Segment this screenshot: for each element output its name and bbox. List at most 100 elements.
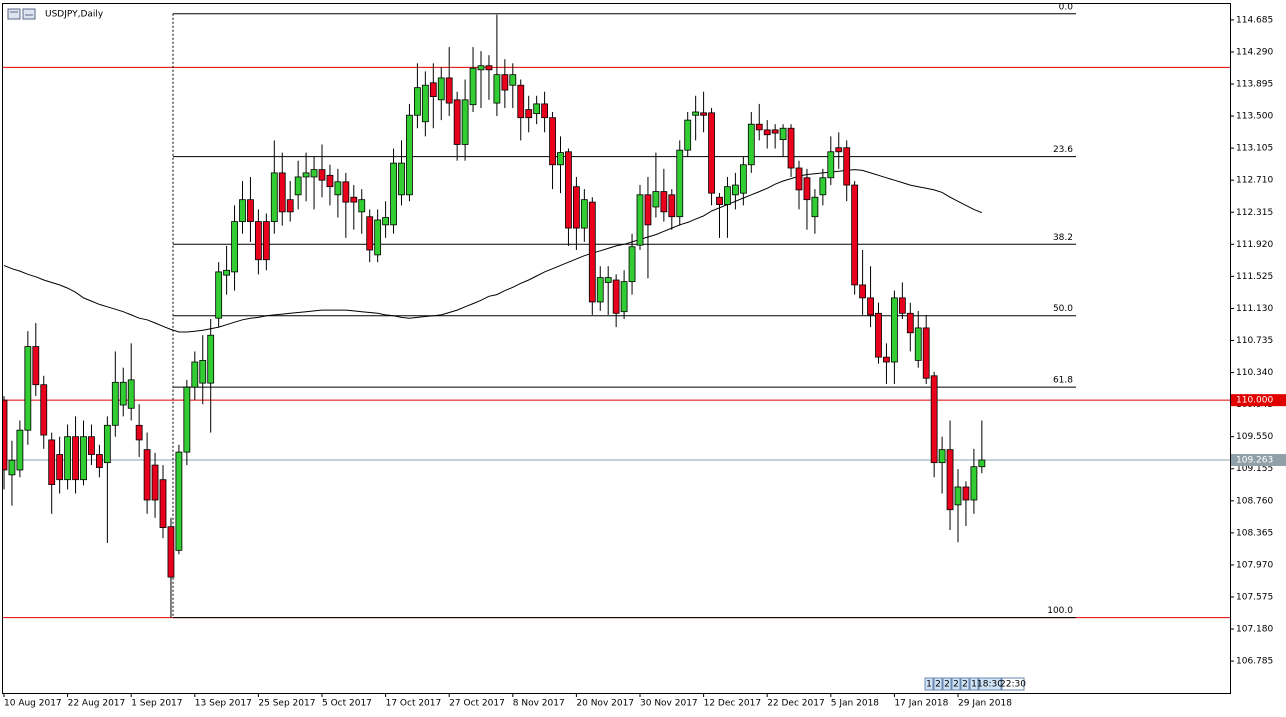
candle-body xyxy=(588,201,596,303)
candle-body xyxy=(310,169,318,178)
y-tick-label: 113.105 xyxy=(1236,144,1273,154)
candle-body xyxy=(406,114,413,196)
candle-body xyxy=(930,375,938,464)
candle-body xyxy=(175,451,183,551)
candle-body xyxy=(80,436,87,481)
candle-body xyxy=(223,269,231,276)
candle-body xyxy=(970,466,978,501)
candle-body xyxy=(445,77,453,104)
y-tick-label: 110.340 xyxy=(1236,368,1273,378)
candle-body xyxy=(660,191,668,213)
y-tick-label: 107.575 xyxy=(1236,592,1273,602)
candle-body xyxy=(779,127,787,141)
status-box xyxy=(1001,677,1025,691)
candle-body xyxy=(111,381,119,426)
x-tick-label: 10 Aug 2017 xyxy=(4,699,62,709)
candle-body xyxy=(358,199,366,213)
candle-body xyxy=(891,297,898,363)
candle-body xyxy=(437,77,445,101)
candle-body xyxy=(676,149,684,218)
x-tick-label: 20 Nov 2017 xyxy=(576,699,634,709)
candle-body xyxy=(127,379,135,409)
candle-body xyxy=(318,169,326,181)
y-tick-label: 109.155 xyxy=(1236,464,1273,474)
candle-body xyxy=(350,196,358,203)
candle-body xyxy=(859,284,866,299)
candle-body xyxy=(342,181,350,203)
candle-body xyxy=(183,386,191,453)
fibonacci-label: 61.8 xyxy=(1053,376,1073,386)
candle-body xyxy=(739,164,747,194)
price-tag xyxy=(1231,453,1286,466)
candle-body xyxy=(262,221,270,261)
candle-body xyxy=(708,112,715,194)
status-box xyxy=(969,677,979,691)
candle-body xyxy=(135,424,143,441)
moving-average xyxy=(3,169,983,333)
candle-body xyxy=(421,84,429,123)
candle-body xyxy=(334,181,342,196)
status-box xyxy=(942,677,952,691)
chart-title: USDJPY,Daily xyxy=(45,10,104,20)
candle-body xyxy=(48,439,56,485)
candle-body xyxy=(644,194,652,226)
candle-body xyxy=(620,281,628,313)
status-label: 2 xyxy=(944,680,950,690)
candle-body xyxy=(390,162,397,226)
y-tick-label: 110.735 xyxy=(1236,336,1273,346)
candle-body xyxy=(16,429,24,471)
y-tick-label: 111.920 xyxy=(1236,240,1273,250)
candle-body xyxy=(938,449,946,464)
plot-frame xyxy=(2,3,1231,694)
x-tick-label: 25 Sep 2017 xyxy=(258,699,315,709)
candle-body xyxy=(596,277,604,303)
y-tick-label: 109.550 xyxy=(1236,432,1273,442)
status-label: 18:30 xyxy=(977,680,1003,690)
candle-body xyxy=(207,334,215,384)
y-tick-label: 113.500 xyxy=(1236,112,1273,122)
candle-body xyxy=(88,436,95,455)
x-tick-label: 22 Aug 2017 xyxy=(68,699,126,709)
candle-body xyxy=(763,129,771,136)
candle-body xyxy=(700,112,707,116)
candle-body xyxy=(835,147,843,153)
candle-body xyxy=(477,65,485,71)
candle-body xyxy=(771,129,779,134)
candle-body xyxy=(604,277,612,283)
candle-body xyxy=(398,162,405,196)
candle-body xyxy=(795,167,803,191)
candle-body xyxy=(684,119,692,151)
y-tick-label: 112.710 xyxy=(1236,176,1273,186)
candle-body xyxy=(612,279,620,314)
candle-body xyxy=(24,346,32,431)
chart-icon xyxy=(7,8,36,20)
fibonacci-label: 38.2 xyxy=(1053,233,1073,243)
candle-body xyxy=(636,194,644,246)
candle-body xyxy=(254,221,262,261)
candle-body xyxy=(96,454,103,468)
x-tick-label: 5 Oct 2017 xyxy=(322,699,372,709)
candle-body xyxy=(652,191,660,208)
candle-body xyxy=(724,186,731,205)
candle-body xyxy=(668,194,676,218)
y-tick-label: 114.685 xyxy=(1236,15,1273,25)
candle-body xyxy=(946,449,954,511)
candle-body xyxy=(533,103,541,115)
candle-body xyxy=(382,217,390,226)
candle-body xyxy=(628,246,636,283)
x-tick-label: 5 Jan 2018 xyxy=(831,699,879,709)
status-box xyxy=(933,677,943,691)
candle-body xyxy=(40,384,48,436)
x-tick-label: 8 Nov 2017 xyxy=(513,699,565,709)
y-tick-label: 108.760 xyxy=(1236,496,1273,506)
y-tick-label: 113.895 xyxy=(1236,80,1273,90)
x-tick-label: 17 Oct 2017 xyxy=(386,699,442,709)
candle-body xyxy=(541,103,548,119)
y-tick-label: 107.180 xyxy=(1236,625,1273,635)
candle-body xyxy=(906,312,914,334)
candle-body xyxy=(374,219,382,256)
y-tick-label: 107.970 xyxy=(1236,560,1273,570)
candle-body xyxy=(3,399,8,471)
candle-body xyxy=(501,74,509,91)
